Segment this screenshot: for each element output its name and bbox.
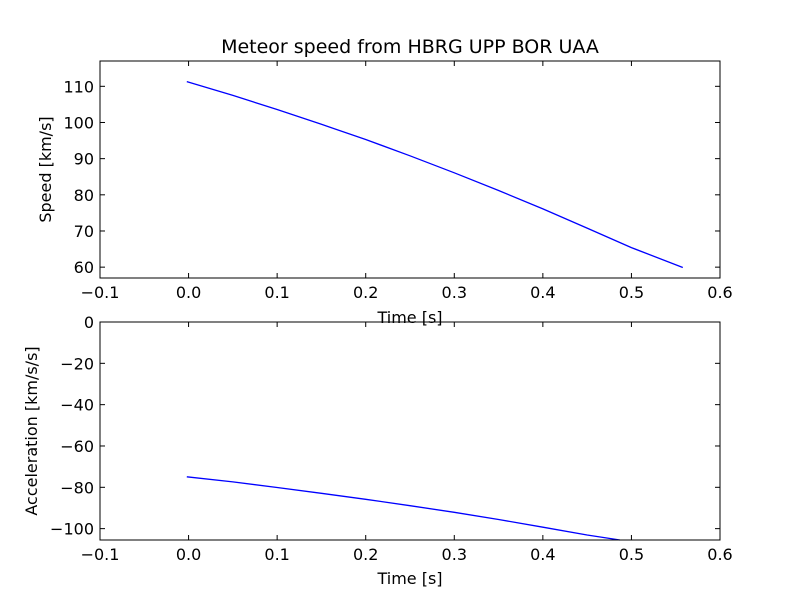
acceleration-y-tick-label: −60 bbox=[60, 437, 94, 456]
speed-x-axis-label: Time [s] bbox=[376, 308, 442, 327]
speed-plot-frame bbox=[99, 60, 721, 279]
speed-series-group bbox=[186, 80, 684, 269]
speed-x-tick-label: 0.3 bbox=[442, 283, 467, 302]
speed-x-tick-label: 0.4 bbox=[530, 283, 555, 302]
speed-x-tick-label: 0.6 bbox=[707, 283, 732, 302]
acceleration-x-tick-label: 0.6 bbox=[707, 545, 732, 564]
speed-y-tick-label: 100 bbox=[63, 113, 94, 132]
acceleration-x-tick-label: 0.5 bbox=[619, 545, 644, 564]
acceleration-axis-ticks: −0.1 0.0 0.1 0.2 0.3 0.4 0.5 0.6 0 −20 −40 −60 −80 −1… bbox=[50, 313, 733, 564]
speed-x-tick-label: 0.2 bbox=[353, 283, 378, 302]
speed-subplot: Meteor speed from HBRG UPP BOR UAA −0.1 0… bbox=[36, 36, 733, 327]
speed-x-tick-label: 0.1 bbox=[264, 283, 289, 302]
speed-y-tick-label: 110 bbox=[63, 77, 94, 96]
acceleration-x-tick-label: 0.3 bbox=[442, 545, 467, 564]
speed-axis-ticks: −0.1 0.0 0.1 0.2 0.3 0.4 0.5 0.6 60 70 80 90 100 110 bbox=[63, 61, 733, 302]
speed-y-tick-label: 80 bbox=[74, 186, 94, 205]
acceleration-subplot: −0.1 0.0 0.1 0.2 0.3 0.4 0.5 0.6 0 −20 −40 −60 −80 −1… bbox=[22, 313, 733, 588]
speed-chart-title: Meteor speed from HBRG UPP BOR UAA bbox=[221, 36, 599, 58]
acceleration-x-tick-label: 0.4 bbox=[530, 545, 555, 564]
acceleration-series-group bbox=[186, 476, 620, 541]
speed-x-tick-label: −0.1 bbox=[81, 283, 120, 302]
acceleration-x-tick-label: 0.0 bbox=[176, 545, 201, 564]
acceleration-y-tick-label: −80 bbox=[60, 478, 94, 497]
acceleration-y-tick-label: −40 bbox=[60, 396, 94, 415]
speed-y-tick-label: 60 bbox=[74, 258, 94, 277]
acceleration-y-axis-label: Acceleration [km/s/s] bbox=[22, 346, 41, 515]
acceleration-x-tick-label: −0.1 bbox=[81, 545, 120, 564]
speed-series-line bbox=[186, 80, 684, 269]
speed-y-axis-label: Speed [km/s] bbox=[36, 116, 55, 222]
speed-x-tick-label: 0.0 bbox=[176, 283, 201, 302]
acceleration-x-tick-label: 0.2 bbox=[353, 545, 378, 564]
speed-y-tick-label: 90 bbox=[74, 150, 94, 169]
acceleration-y-tick-label: −100 bbox=[50, 520, 94, 539]
acceleration-y-tick-label: −20 bbox=[60, 354, 94, 373]
speed-x-tick-label: 0.5 bbox=[619, 283, 644, 302]
acceleration-x-tick-label: 0.1 bbox=[264, 545, 289, 564]
acceleration-plot-frame bbox=[99, 321, 721, 541]
acceleration-y-tick-label: 0 bbox=[84, 313, 94, 332]
acceleration-x-axis-label: Time [s] bbox=[376, 569, 442, 588]
speed-y-tick-label: 70 bbox=[74, 222, 94, 241]
acceleration-series-line bbox=[186, 476, 620, 541]
